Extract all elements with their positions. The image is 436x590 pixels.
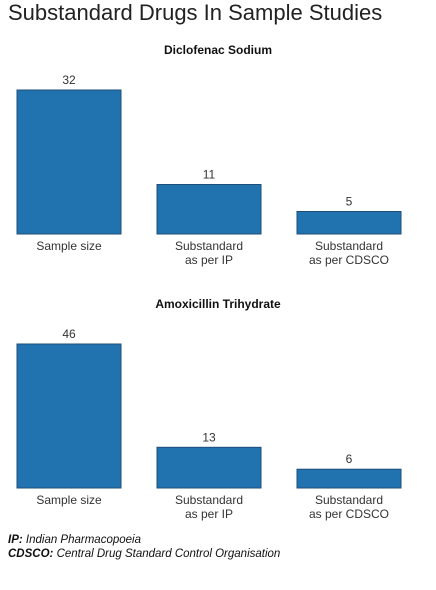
category-label: as per CDSCO <box>309 507 389 521</box>
data-label: 46 <box>62 327 76 341</box>
footnote-term: CDSCO: <box>8 548 54 560</box>
category-label: as per IP <box>185 253 233 267</box>
bar <box>296 211 402 235</box>
bar <box>16 343 122 489</box>
page-title: Substandard Drugs In Sample Studies <box>8 0 383 25</box>
footnote-term: IP: <box>8 534 23 546</box>
chart-amoxicillin-trihydrate: Amoxicillin Trihydrate 46 Sample size 13 Sub… <box>16 297 402 521</box>
bar <box>296 468 402 489</box>
data-label: 5 <box>346 195 353 209</box>
bar <box>16 89 122 235</box>
footnotes: IP: Indian Pharmacopoeia CDSCO: Central … <box>8 533 280 561</box>
category-label: Substandard <box>175 493 243 507</box>
footnote-ip: IP: Indian Pharmacopoeia <box>8 533 280 547</box>
chart-title: Diclofenac Sodium <box>164 43 272 57</box>
category-label: Substandard <box>175 239 243 253</box>
chart-title: Amoxicillin Trihydrate <box>155 297 281 311</box>
category-label: Sample size <box>36 493 102 507</box>
category-label: as per CDSCO <box>309 253 389 267</box>
footnote-definition: Indian Pharmacopoeia <box>25 534 141 546</box>
footnote-definition: Central Drug Standard Control Organisati… <box>56 548 281 560</box>
category-label: Substandard <box>315 239 383 253</box>
category-label: Substandard <box>315 493 383 507</box>
chart-diclofenac-sodium: Diclofenac Sodium 32 Sample size 11 Substand… <box>16 43 402 267</box>
data-label: 11 <box>203 168 216 182</box>
data-label: 32 <box>62 73 76 87</box>
category-label: as per IP <box>185 507 233 521</box>
data-label: 13 <box>202 430 216 444</box>
bar <box>156 184 262 235</box>
data-label: 6 <box>346 452 353 466</box>
bar <box>156 446 262 489</box>
footnote-cdsco: CDSCO: Central Drug Standard Control Org… <box>8 547 280 561</box>
category-label: Sample size <box>36 239 102 253</box>
